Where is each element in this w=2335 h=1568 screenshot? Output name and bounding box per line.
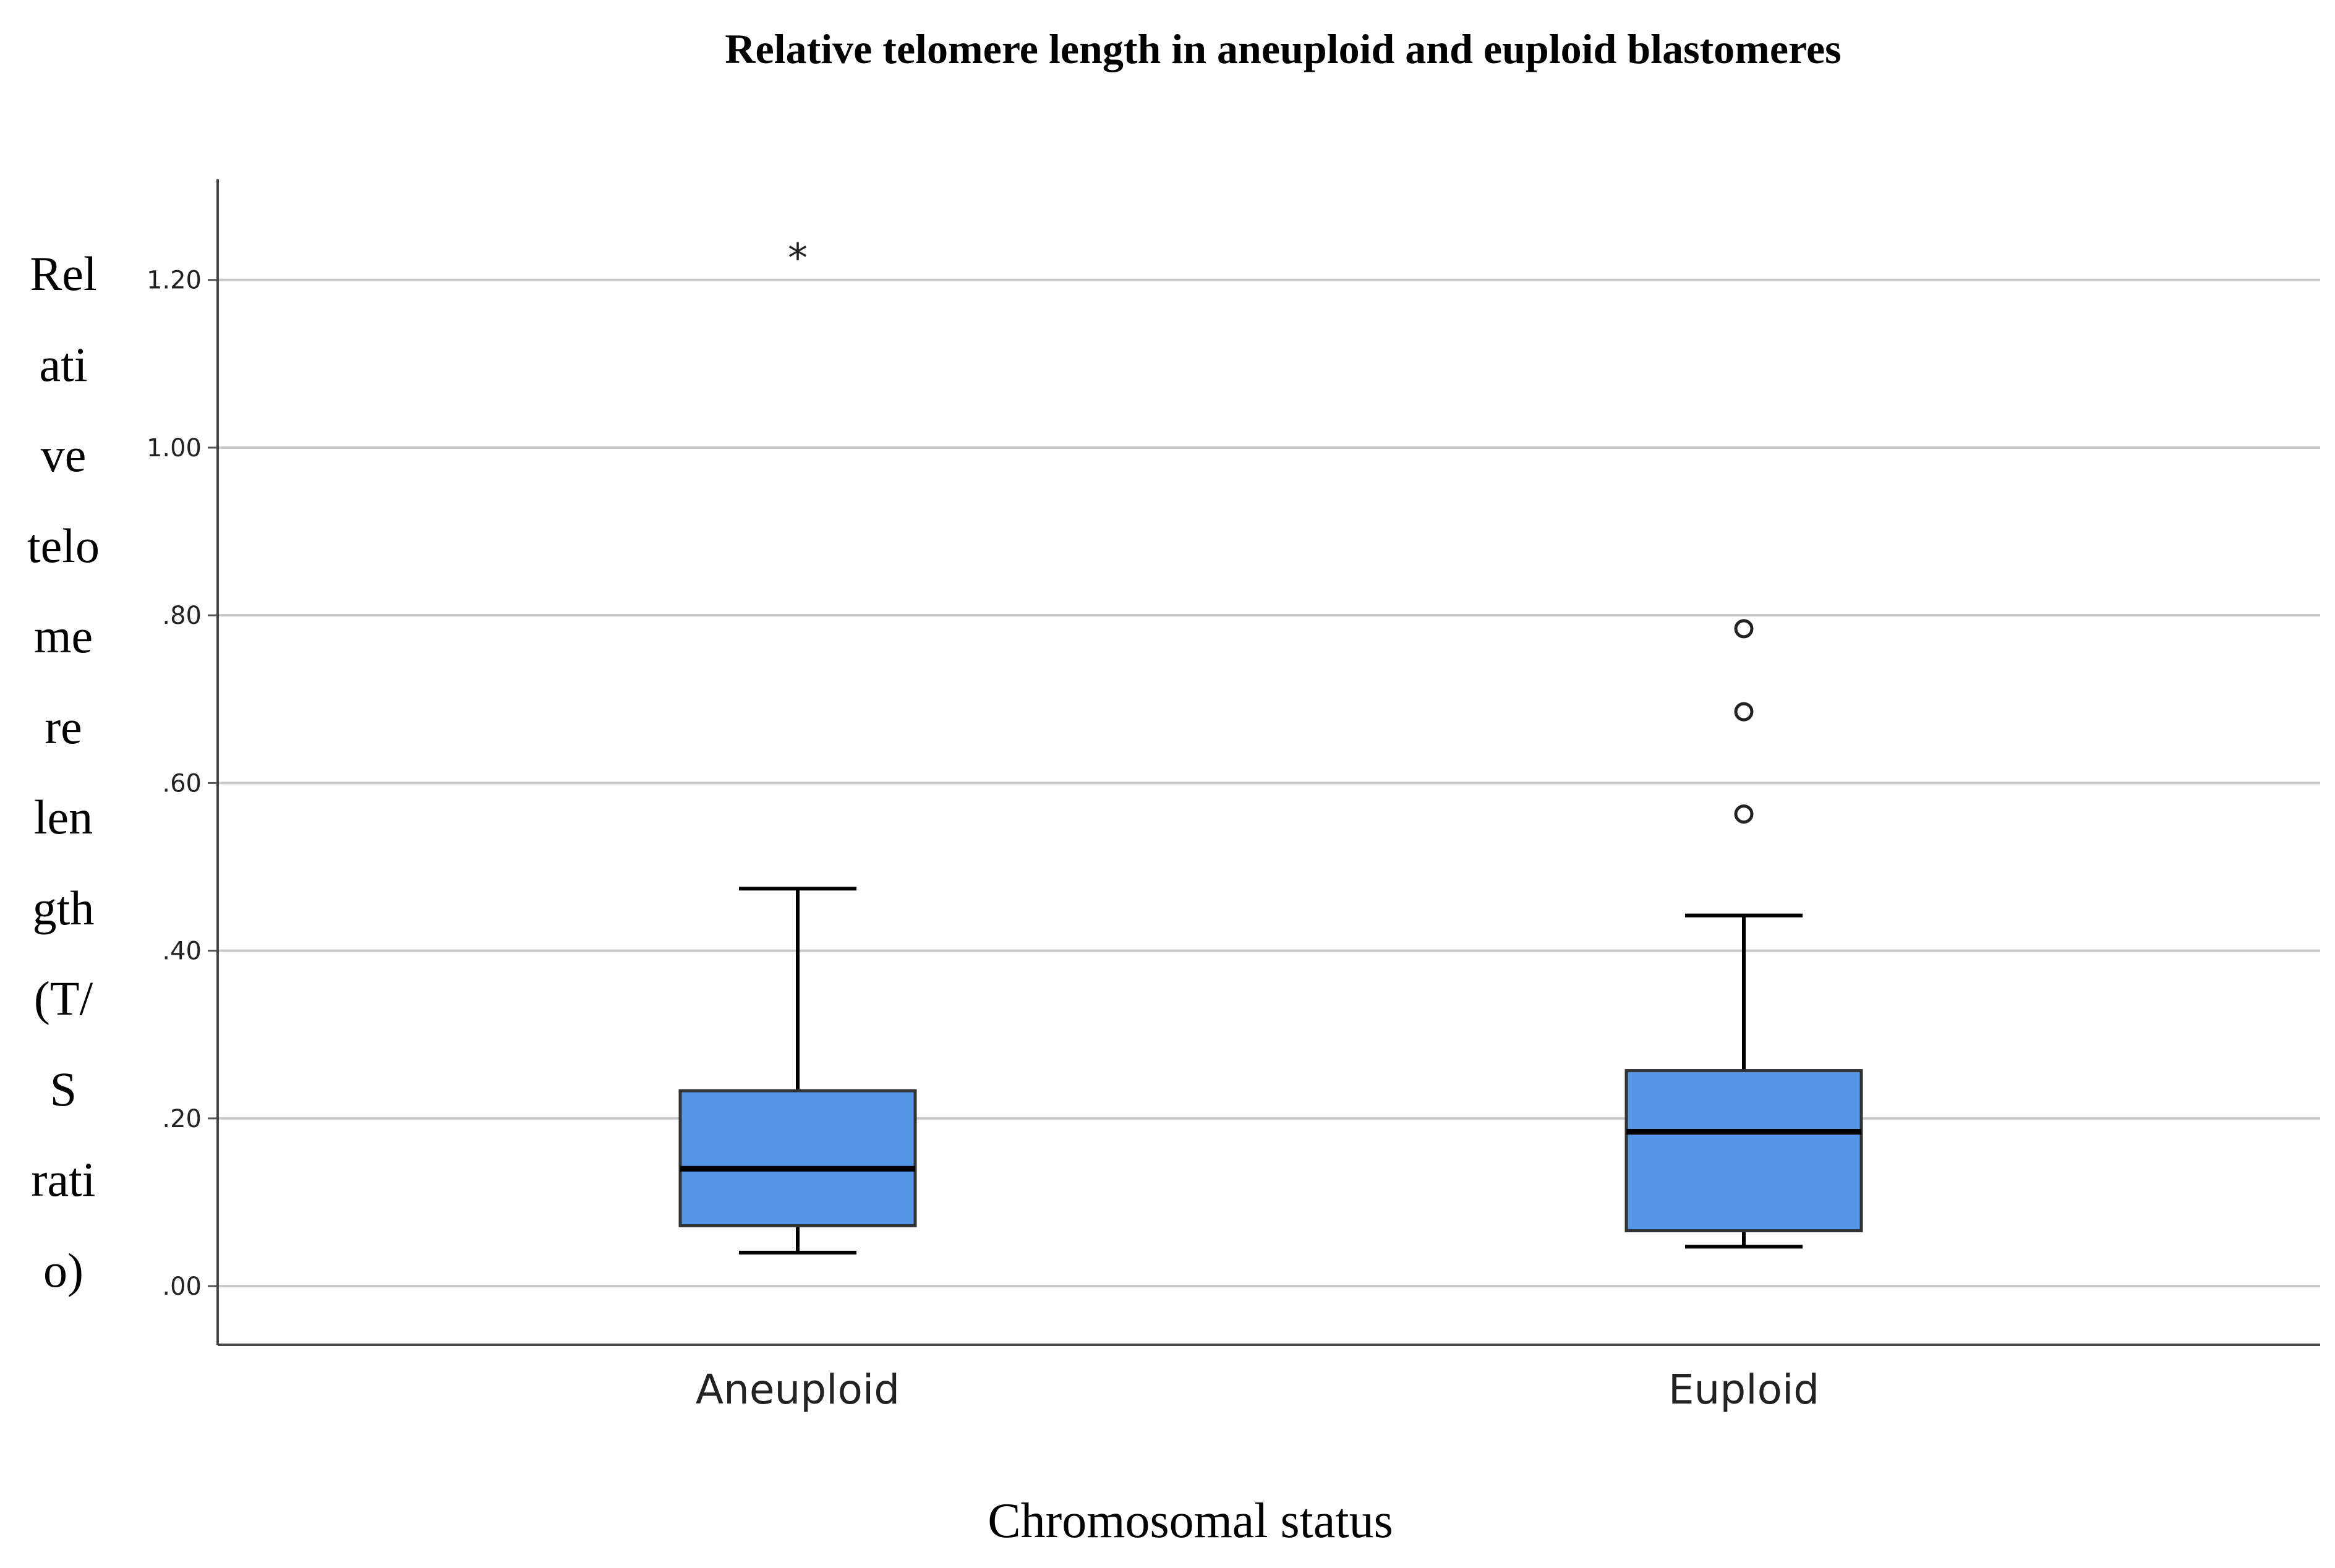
y-tick-label: .40 [162,937,202,966]
extreme-outlier-point: * [788,236,808,281]
x-tick-label: Aneuploid [696,1366,900,1413]
y-axis-label-line: len [33,790,93,844]
y-axis-label-line: me [33,609,93,663]
iqr-box [678,1089,917,1227]
outlier-point [1734,702,1754,722]
chart-title: Relative telomere length in aneuploid an… [725,25,1842,72]
y-tick-label: .60 [162,769,202,798]
y-tick-label: 1.00 [147,434,202,462]
y-axis-label-line: gth [32,880,95,935]
y-axis-label-line: ati [39,337,88,391]
boxes: * [678,236,1863,1255]
x-axis-label: Chromosomal status [988,1494,1393,1548]
y-axis-label-line: rati [31,1153,96,1206]
x-tick-label: Euploid [1668,1366,1819,1413]
y-tick-label: .00 [162,1272,202,1301]
y-axis-label-line: o) [43,1243,83,1297]
x-tick-labels: Aneuploid Euploid [696,1366,1819,1413]
outlier-point [1734,804,1754,824]
iqr-box [1624,1069,1863,1233]
y-axis-label-line: Rel [30,247,97,300]
y-axis-label-line: re [45,699,82,754]
outlier-point [1734,619,1754,639]
y-axis-label-line: S [49,1062,77,1116]
box-euploid [1624,619,1863,1249]
gridlines [208,278,2320,1288]
y-axis-label-line: (T/ [33,971,93,1025]
y-tick-labels: .00 .20 .40 .60 .80 1.00 1.20 [147,266,202,1301]
y-axis-label-line: telo [27,518,100,573]
y-tick-label: .80 [162,602,202,630]
y-axis-label-line: ve [40,428,87,482]
y-tick-label: .20 [162,1105,202,1133]
box-aneuploid: * [678,236,917,1255]
axes [216,179,2320,1346]
y-tick-label: 1.20 [147,266,202,295]
